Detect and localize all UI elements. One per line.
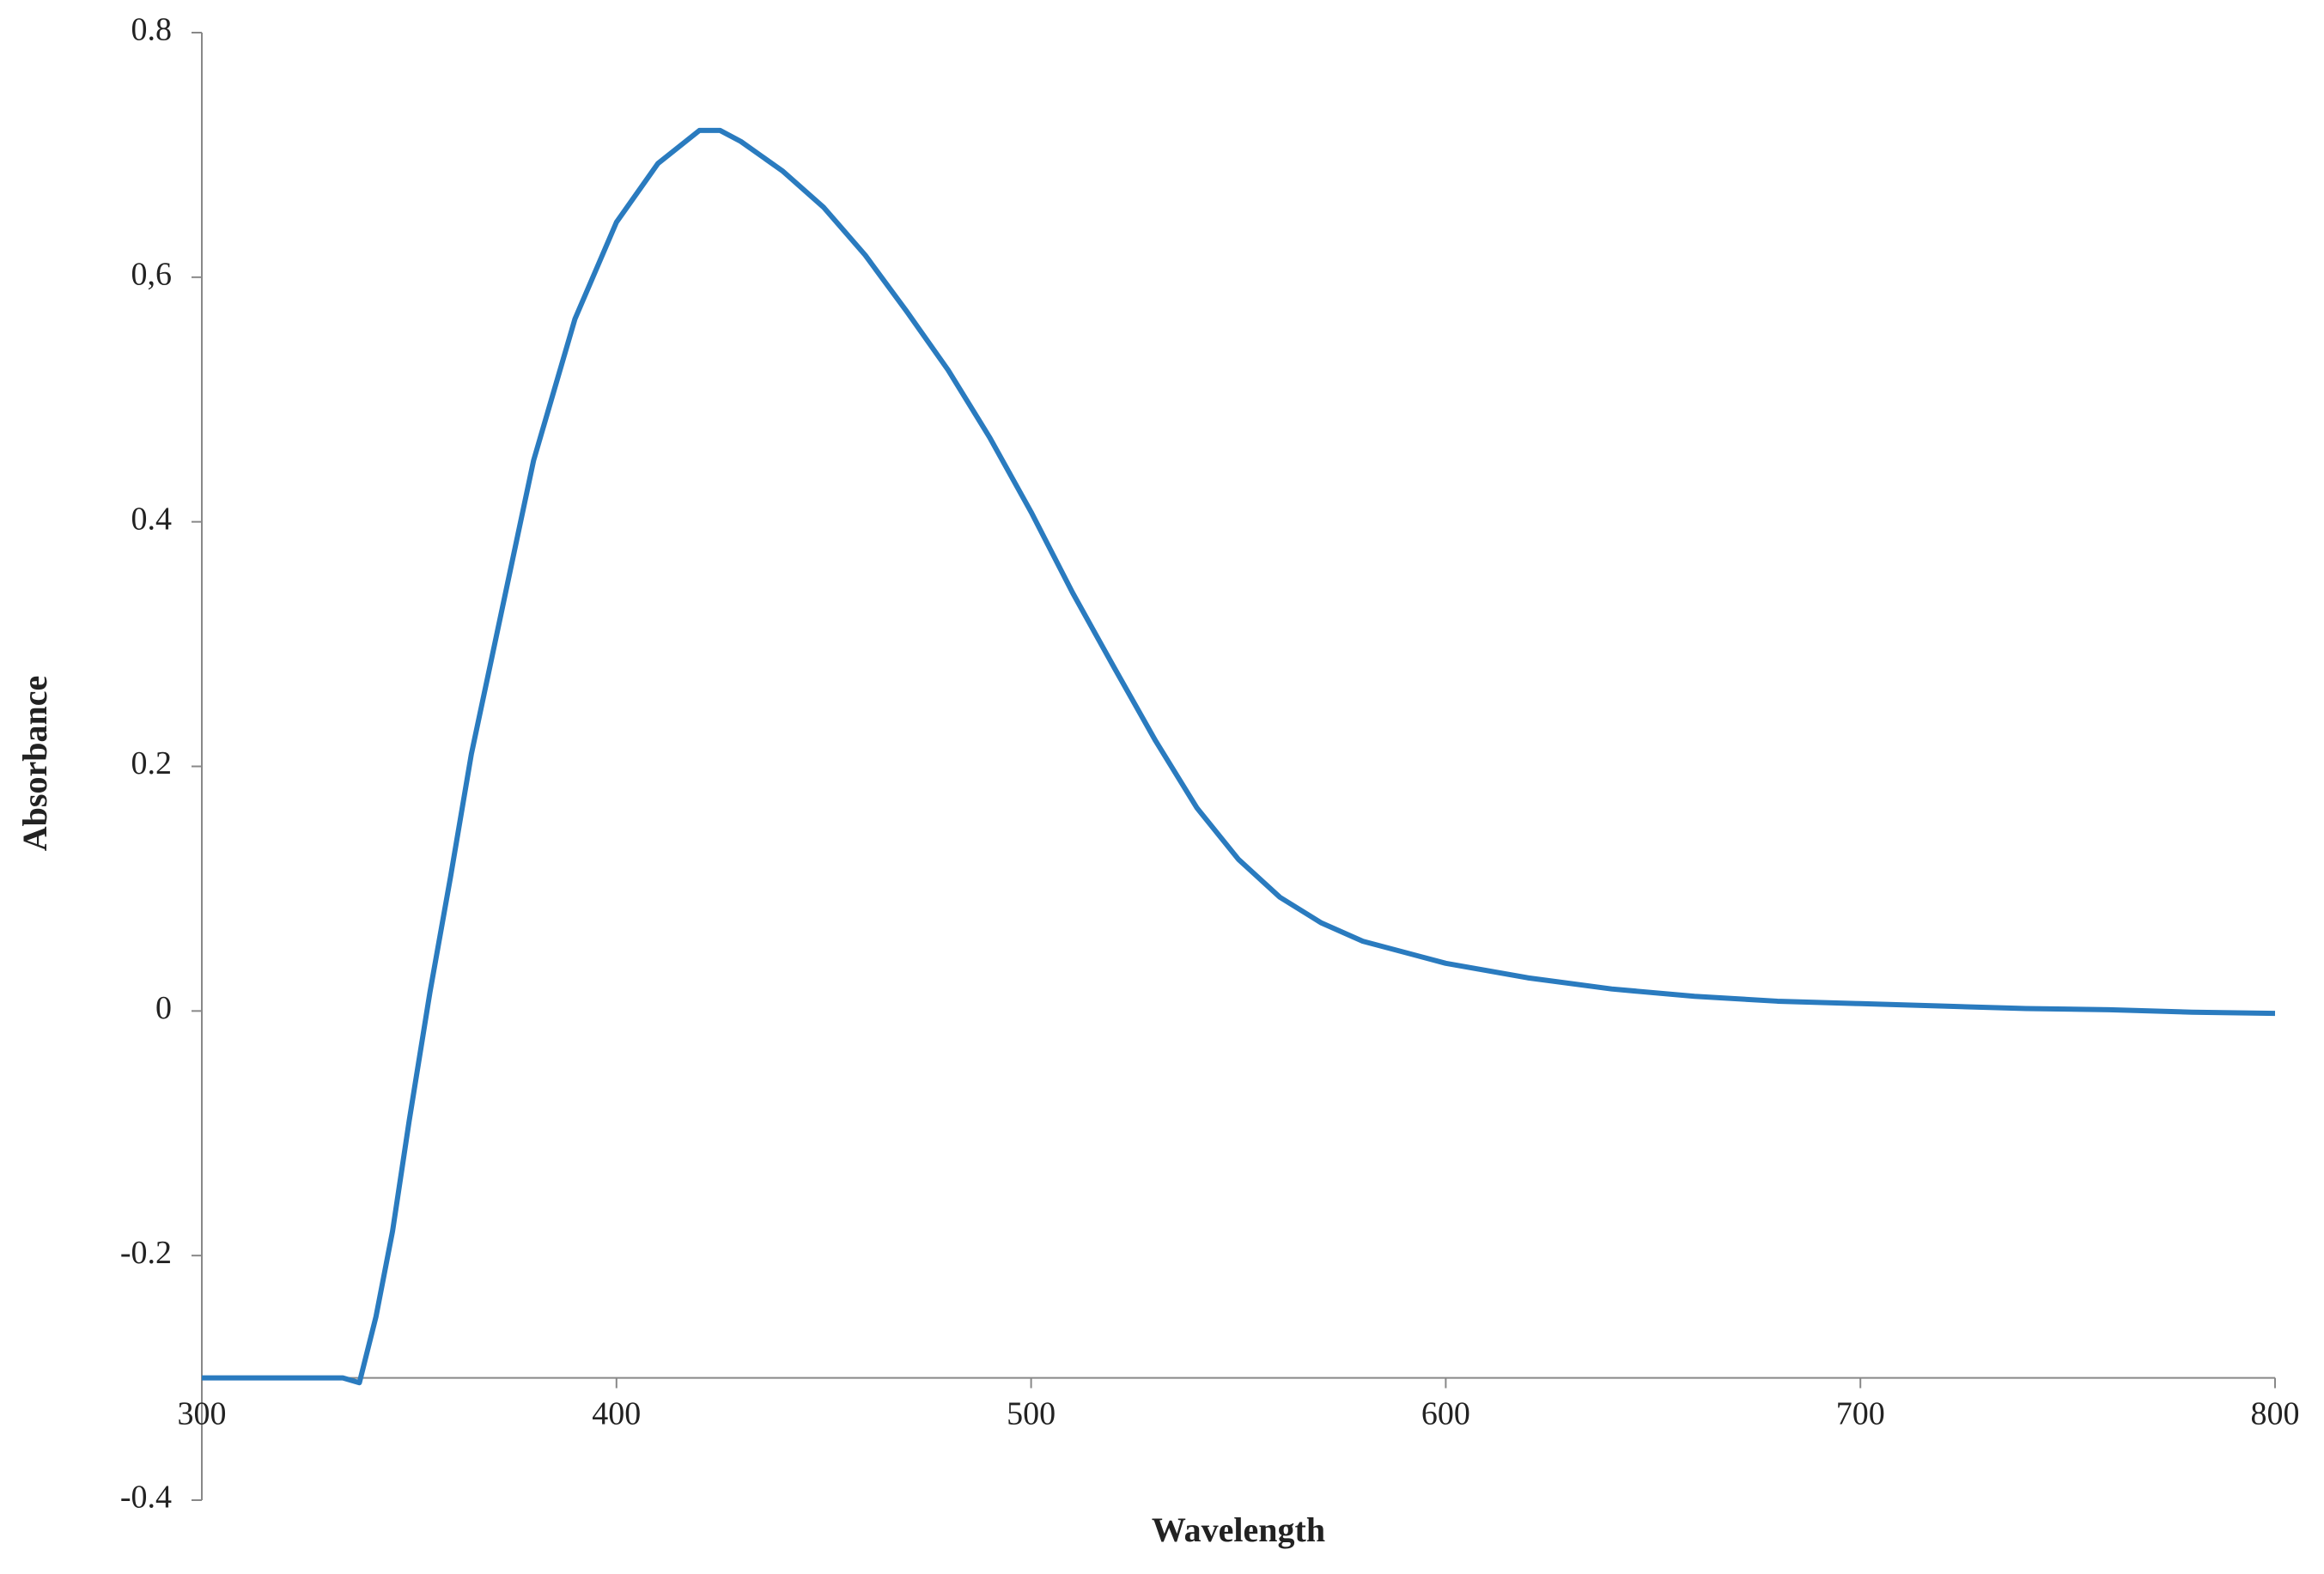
y-tick-label: 0.4 [131,501,173,537]
x-tick-label: 500 [1007,1395,1056,1431]
y-tick-label: 0,6 [131,257,173,293]
y-axis-title: Absorbance [15,676,54,851]
x-tick-label: 700 [1836,1395,1885,1431]
x-axis-title: Wavelength [1152,1510,1325,1549]
x-tick-label: 600 [1421,1395,1470,1431]
y-tick-label: 0.8 [131,12,173,48]
data-line [202,127,2276,1386]
x-tick-label: 400 [592,1395,641,1431]
y-tick-label: 0.2 [131,745,173,781]
x-tick-label: 300 [178,1395,227,1431]
y-tick-label: -0.2 [120,1235,172,1271]
y-tick-label: -0.4 [120,1480,172,1516]
x-tick-label: 800 [2251,1395,2300,1431]
y-tick-label: 0 [155,990,172,1026]
